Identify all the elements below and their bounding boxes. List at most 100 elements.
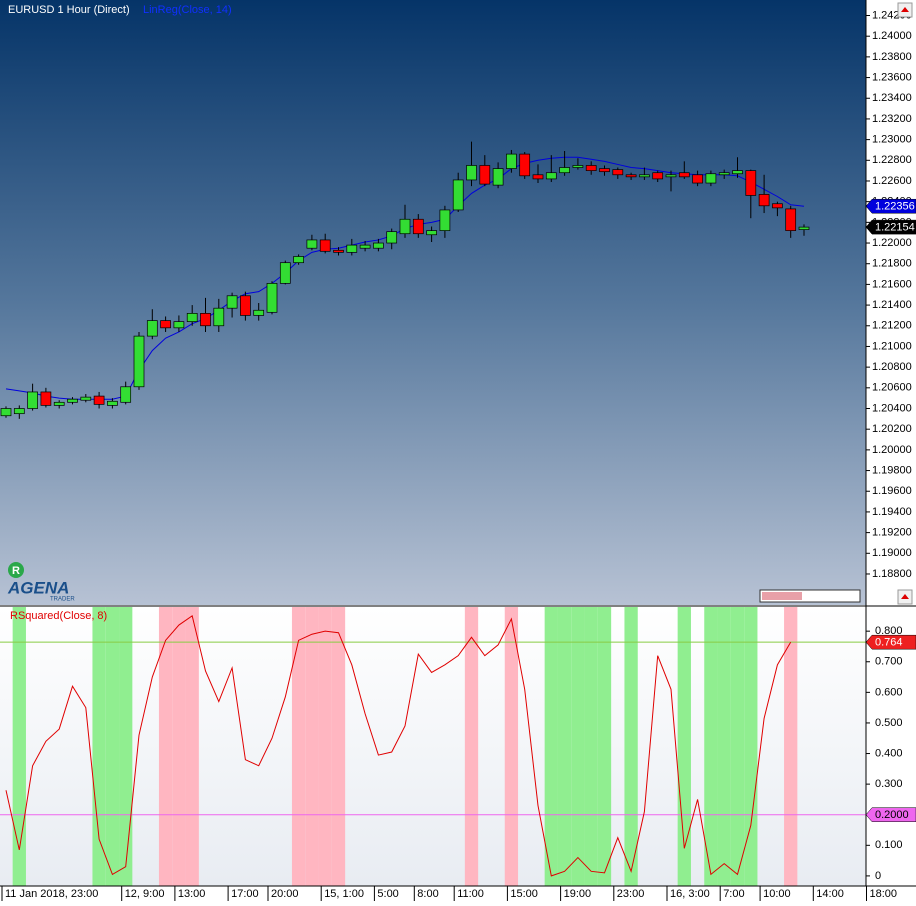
y-tick-label: 1.21400: [872, 299, 912, 311]
candle-body: [785, 208, 797, 231]
candle-body: [758, 194, 770, 207]
panel-button-icon: [901, 7, 909, 12]
candle-body: [160, 320, 171, 329]
y-tick-label: 0.800: [875, 625, 903, 637]
y-tick-label: 1.22600: [872, 175, 912, 187]
state-band: [119, 607, 133, 886]
state-band: [504, 607, 519, 886]
logo-badge-circle: [8, 562, 24, 578]
candle-body: [373, 242, 384, 249]
state-band: [744, 607, 758, 886]
y-tick-label: 1.20200: [872, 423, 912, 435]
x-tick-label: 15, 1:00: [324, 888, 364, 900]
x-tick-label: 13:00: [178, 888, 206, 900]
x-tick-label: 20:00: [271, 888, 299, 900]
chart-title: EURUSD 1 Hour (Direct): [8, 4, 130, 16]
candle-body: [492, 168, 504, 186]
candle-body: [266, 283, 278, 313]
candle-body: [226, 295, 238, 309]
x-tick-label: 23:00: [617, 888, 645, 900]
indicator-value-label-box: [865, 198, 916, 214]
candle-body: [40, 391, 52, 406]
y-tick-label: 1.21800: [872, 258, 912, 270]
y-tick-label: 1.22800: [872, 154, 912, 166]
indicator-legend: LinReg(Close, 14): [143, 4, 232, 16]
state-band: [730, 607, 745, 886]
x-tick-label: 17:00: [231, 888, 259, 900]
y-tick-label: 0.300: [875, 778, 903, 790]
candle-body: [293, 256, 304, 264]
indicator-value-label: 1.22356: [875, 201, 915, 213]
y-tick-label: 1.19600: [872, 485, 912, 497]
state-band: [12, 607, 26, 886]
x-tick-label: 19:00: [564, 888, 592, 900]
candle-body: [333, 249, 344, 253]
x-tick-label: 12, 9:00: [125, 888, 165, 900]
candle-body: [798, 226, 810, 230]
y-tick-label: 1.23400: [872, 92, 912, 104]
candle-body: [426, 230, 437, 236]
y-tick-label: 1.20600: [872, 382, 912, 394]
candle-body: [745, 170, 757, 196]
candle-body: [80, 396, 92, 401]
y-tick-label: 1.18800: [872, 568, 912, 580]
candle-body: [240, 295, 251, 316]
candle-body: [67, 398, 78, 403]
candle-body: [173, 321, 185, 329]
y-tick-label: 0.400: [875, 747, 903, 759]
y-tick-label: 1.21200: [872, 320, 912, 332]
y-tick-label: 0.100: [875, 839, 903, 851]
y-tick-label: 1.21000: [872, 340, 912, 352]
y-tick-label: 1.23200: [872, 113, 912, 125]
candle-body: [452, 179, 464, 211]
candle-body: [519, 153, 531, 177]
candle-body: [186, 313, 198, 322]
candle-body: [133, 335, 145, 388]
x-tick-label: 11 Jan 2018, 23:00: [5, 888, 98, 900]
price-axis-area: [866, 0, 916, 605]
candle-body: [692, 174, 703, 184]
scrollbar-thumb[interactable]: [762, 592, 802, 600]
candle-body: [506, 153, 517, 169]
candle-body: [652, 172, 664, 180]
candle-body: [279, 262, 291, 284]
candle-body: [545, 172, 557, 180]
candle-body: [732, 170, 743, 175]
y-tick-label: 0: [875, 870, 881, 882]
candle-body: [0, 408, 12, 417]
candle-body: [319, 239, 331, 252]
candle-body: [213, 307, 225, 327]
indicator-value-label: 0.764: [875, 637, 903, 649]
x-tick-label: 16, 3:00: [670, 888, 710, 900]
state-band: [584, 607, 598, 886]
logo-name: AGENA: [7, 578, 69, 597]
x-tick-label: 18:00: [870, 888, 898, 900]
x-tick-label: 10:00: [763, 888, 791, 900]
candle-body: [625, 174, 637, 178]
candle-body: [678, 172, 690, 178]
state-band: [172, 607, 186, 886]
price-panel: [0, 0, 866, 605]
state-band: [464, 607, 479, 886]
candle-body: [346, 244, 358, 253]
y-tick-label: 1.22000: [872, 237, 912, 249]
candle-body: [93, 395, 105, 405]
y-tick-label: 1.19200: [872, 527, 912, 539]
last-price-label-box: [865, 219, 916, 235]
candle-body: [306, 239, 318, 249]
state-band: [624, 607, 638, 886]
indicator-value-label-box: [865, 634, 916, 650]
state-band: [597, 607, 612, 886]
x-tick-label: 7:00: [723, 888, 744, 900]
state-band: [331, 607, 346, 886]
indicator-title: RSquared(Close, 8): [10, 610, 107, 622]
candle-body: [772, 203, 783, 209]
candle-body: [253, 309, 265, 316]
y-tick-label: 1.24000: [872, 30, 912, 42]
state-band: [318, 607, 332, 886]
state-band: [185, 607, 199, 886]
state-band: [544, 607, 558, 886]
state-band: [92, 607, 106, 886]
